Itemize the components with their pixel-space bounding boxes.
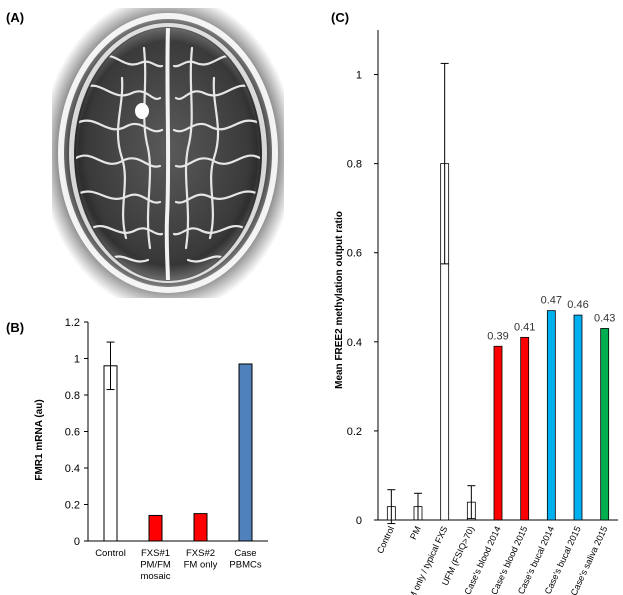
chart-c-x-tick-label: PM — [408, 525, 423, 541]
panel-b-label: (B) — [6, 320, 25, 335]
chart-c: Mean FREE2 methylation output ratio 0 0.2… — [334, 30, 618, 595]
panel-c-label: (C) — [331, 10, 350, 25]
chart-c-bar — [520, 336, 530, 521]
chart-b-x-tick-labels: Control FXS#1 PM/FM mosaic FXS#2 FM only Case P… — [95, 548, 262, 582]
chart-c-bar — [546, 310, 556, 521]
chart-b-bar — [193, 513, 208, 542]
chart-b: FMR1 mRNA (au) 0 0.2 0.4 0.6 0.8 1 1.2 Control… — [34, 317, 268, 582]
chart-c-bar — [600, 328, 610, 521]
chart-b-y-tick-label: 0.4 — [65, 463, 80, 475]
chart-c-x-tick-label: Control — [375, 525, 396, 556]
chart-c-error-bar — [414, 492, 422, 521]
chart-b-y-tick-label: 0.6 — [65, 427, 80, 439]
chart-c-data-label: 0.47 — [541, 295, 562, 307]
chart-c-bar — [493, 345, 503, 521]
chart-c-y-tick-label: 0.8 — [347, 159, 362, 171]
chart-c-y-tick-label: 0.2 — [347, 426, 362, 438]
chart-c-y-tick-label: 0.6 — [347, 248, 362, 260]
chart-b-x-tick-label: Case PBMCs — [229, 548, 261, 571]
chart-b-y-tick-label: 0.8 — [65, 390, 80, 402]
chart-c-error-bar — [467, 485, 476, 520]
chart-c-y-tick-label: 0.4 — [347, 337, 362, 349]
chart-c-data-label: 0.41 — [514, 321, 535, 333]
chart-b-y-tick-label: 1.2 — [65, 317, 80, 329]
chart-c-y-tick-label: 0 — [356, 515, 362, 527]
chart-c-bar — [573, 314, 583, 521]
chart-c-data-label: 0.43 — [594, 312, 615, 324]
chart-b-error-bar — [106, 341, 115, 391]
chart-b-y-axis-label: FMR1 mRNA (au) — [34, 399, 45, 480]
chart-c-data-label: 0.39 — [487, 330, 508, 342]
chart-b-x-tick-label: Control — [95, 548, 126, 559]
chart-b-bar — [148, 514, 163, 542]
chart-c-error-bar — [387, 489, 396, 525]
brain-mri-image — [52, 8, 284, 298]
chart-c-y-axis-label: Mean FREE2 methylation output ratio — [334, 211, 345, 389]
chart-b-bar — [238, 363, 253, 542]
chart-c-data-label: 0.46 — [567, 299, 588, 311]
panel-a-label: (A) — [6, 10, 25, 25]
chart-b-y-tick-label: 0 — [74, 536, 80, 548]
chart-b-bars — [103, 341, 253, 542]
chart-c-bars — [386, 62, 610, 525]
chart-b-y-tick-label: 0.2 — [65, 500, 80, 512]
chart-b-bar — [103, 365, 118, 542]
chart-b-x-tick-label: FXS#1 PM/FM mosaic — [140, 548, 171, 582]
chart-c-error-bar — [440, 62, 449, 265]
chart-b-axes: 0 0.2 0.4 0.6 0.8 1 1.2 — [65, 317, 268, 548]
chart-c-y-tick-label: 1 — [356, 70, 362, 82]
chart-b-y-tick-label: 1 — [74, 354, 80, 366]
chart-b-x-tick-label: FXS#2 FM only — [184, 548, 218, 571]
chart-c-data-labels: 0.39 0.41 0.47 0.46 0.43 — [487, 295, 615, 343]
